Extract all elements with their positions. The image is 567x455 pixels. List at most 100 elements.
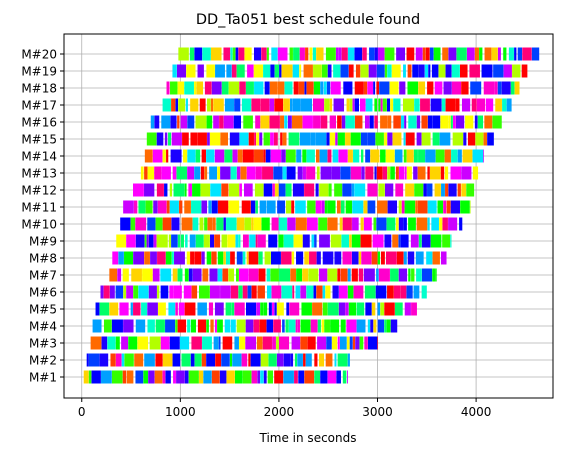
schedule-bar <box>171 251 174 265</box>
schedule-bar <box>217 268 223 282</box>
schedule-bar <box>185 234 188 248</box>
schedule-bar <box>270 132 274 146</box>
bars-layer <box>83 47 540 384</box>
schedule-bar <box>339 336 347 350</box>
schedule-bar <box>184 200 191 214</box>
schedule-bar <box>192 268 202 282</box>
schedule-bar <box>463 132 467 146</box>
schedule-bar <box>470 81 482 95</box>
schedule-bar <box>161 115 171 129</box>
schedule-bar <box>461 98 471 112</box>
schedule-bar <box>403 149 407 163</box>
schedule-bar <box>407 64 412 78</box>
schedule-bar <box>160 285 169 299</box>
schedule-bar <box>128 336 138 350</box>
schedule-bar <box>382 166 388 180</box>
schedule-bar <box>358 268 364 282</box>
schedule-bar <box>178 47 189 61</box>
schedule-bar <box>247 64 254 78</box>
schedule-bar <box>228 81 240 95</box>
schedule-bar <box>431 217 439 231</box>
schedule-bar <box>424 64 429 78</box>
schedule-bar <box>194 353 202 367</box>
schedule-bar <box>319 149 328 163</box>
schedule-bar <box>441 183 445 197</box>
schedule-bar <box>387 200 398 214</box>
schedule-bar <box>461 183 467 197</box>
schedule-bar <box>206 319 209 333</box>
schedule-bar <box>194 47 203 61</box>
schedule-bar <box>109 285 115 299</box>
schedule-bar <box>293 234 303 248</box>
schedule-bar <box>211 200 218 214</box>
schedule-bar <box>179 200 183 214</box>
schedule-bar <box>300 336 308 350</box>
schedule-bar <box>314 234 317 248</box>
schedule-bar <box>262 336 272 350</box>
schedule-bar <box>324 319 330 333</box>
schedule-bar <box>340 319 346 333</box>
schedule-bar <box>472 166 479 180</box>
schedule-bar <box>393 115 401 129</box>
schedule-bar <box>356 319 366 333</box>
schedule-bar <box>314 353 318 367</box>
schedule-bar <box>432 115 441 129</box>
schedule-bar <box>216 217 224 231</box>
schedule-bar <box>130 302 133 316</box>
y-tick-label: M#12 <box>21 183 57 197</box>
schedule-bar <box>144 183 155 197</box>
schedule-bar <box>365 166 374 180</box>
schedule-bar <box>201 149 206 163</box>
schedule-bar <box>354 81 364 95</box>
schedule-bar <box>427 81 434 95</box>
schedule-bar <box>196 81 204 95</box>
schedule-bar <box>253 64 263 78</box>
schedule-bar <box>236 251 243 265</box>
schedule-bar <box>351 234 361 248</box>
schedule-bar <box>296 251 304 265</box>
x-tick-label: 1000 <box>165 405 196 419</box>
schedule-bar <box>401 115 404 129</box>
schedule-bar <box>376 166 383 180</box>
schedule-bar <box>531 47 540 61</box>
schedule-bar <box>263 183 273 197</box>
schedule-bar <box>295 217 307 231</box>
schedule-bar <box>95 302 100 316</box>
schedule-bar <box>481 64 493 78</box>
schedule-bar <box>162 149 166 163</box>
schedule-bar <box>469 200 471 214</box>
schedule-bar <box>339 217 343 231</box>
schedule-bar <box>237 149 243 163</box>
schedule-bar <box>166 200 170 214</box>
schedule-bar <box>369 47 375 61</box>
schedule-bar <box>448 47 457 61</box>
schedule-bar <box>345 200 353 214</box>
schedule-bar <box>228 200 240 214</box>
schedule-bar <box>242 370 252 384</box>
schedule-bar <box>297 319 300 333</box>
schedule-bar <box>164 183 168 197</box>
schedule-bar <box>307 336 316 350</box>
schedule-bar <box>349 234 352 248</box>
schedule-bar <box>277 81 285 95</box>
schedule-bar <box>263 64 271 78</box>
schedule-bar <box>472 149 484 163</box>
schedule-bar <box>164 132 168 146</box>
schedule-bar <box>483 132 488 146</box>
plot-frame <box>63 33 554 399</box>
schedule-bar <box>227 234 236 248</box>
schedule-bar <box>206 115 213 129</box>
schedule-bar <box>390 98 394 112</box>
schedule-bar <box>352 217 359 231</box>
schedule-bar <box>445 64 452 78</box>
schedule-bar <box>348 64 354 78</box>
schedule-bar <box>147 302 158 316</box>
schedule-bar <box>203 370 212 384</box>
schedule-bar <box>253 47 262 61</box>
schedule-bar <box>266 268 271 282</box>
schedule-bar <box>194 81 197 95</box>
schedule-bar <box>242 285 248 299</box>
schedule-bar <box>165 370 171 384</box>
schedule-bar <box>319 234 330 248</box>
schedule-bar <box>126 370 134 384</box>
